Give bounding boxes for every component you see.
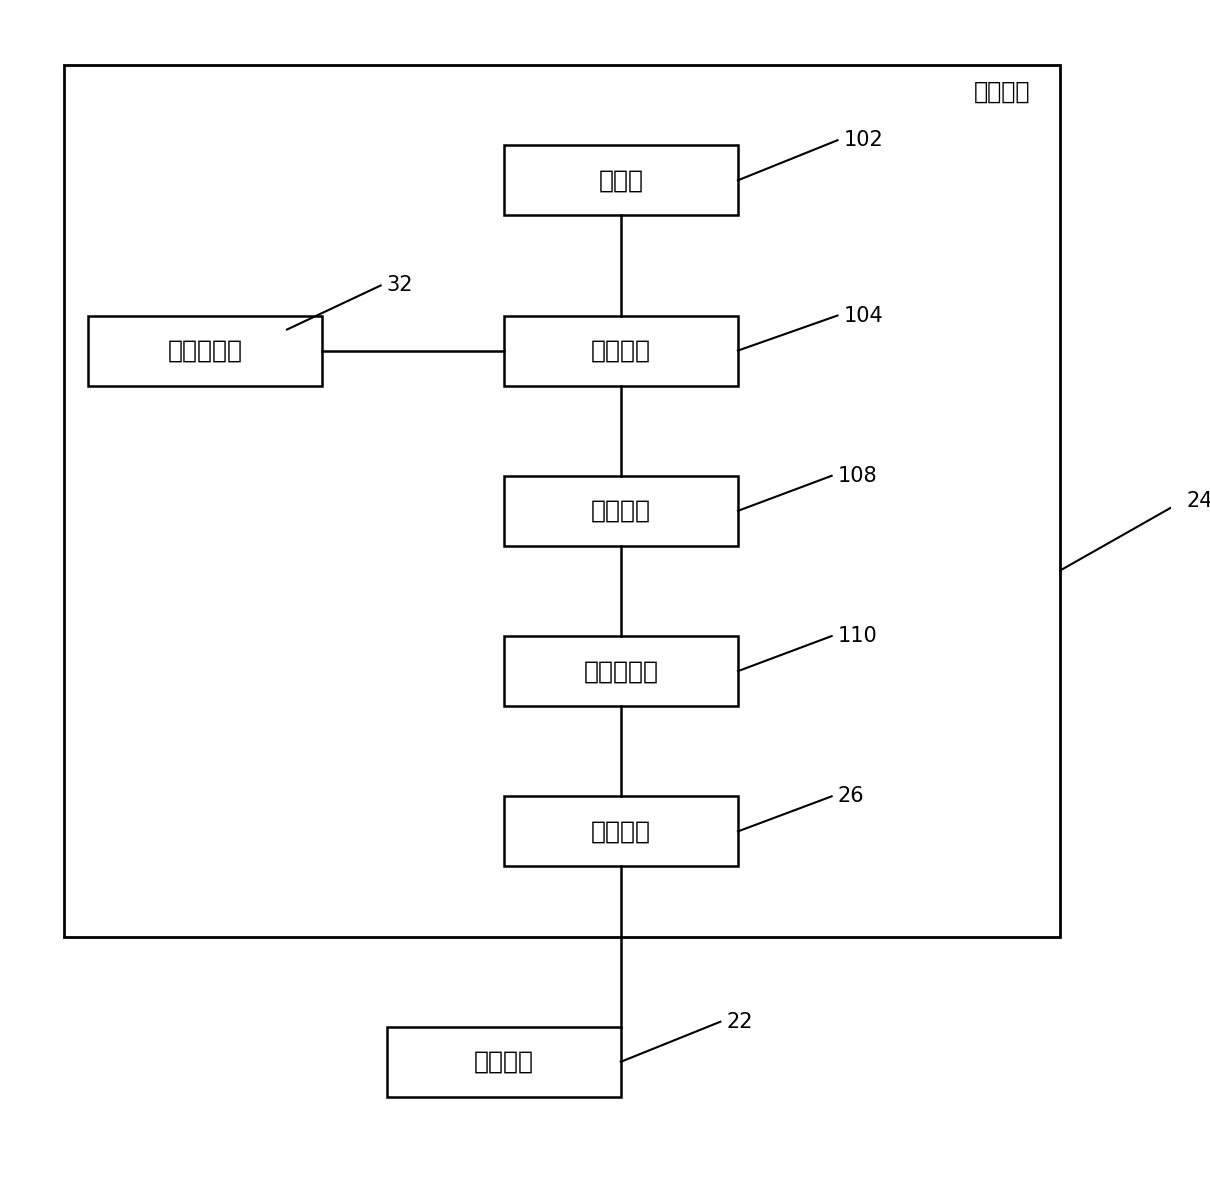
Bar (503, 797, 738, 866)
Text: 24: 24 (1187, 491, 1210, 511)
Text: 108: 108 (837, 466, 877, 486)
Text: 喂料济: 喂料济 (598, 168, 644, 193)
Bar (503, 636, 738, 706)
Text: 裂壳设备: 裂壳设备 (974, 80, 1031, 104)
Bar (503, 476, 738, 546)
Text: 主控装置: 主控装置 (473, 1050, 534, 1073)
Bar (386, 1027, 621, 1097)
Bar (64, 65, 1060, 936)
Bar (503, 145, 738, 215)
Text: 22: 22 (726, 1012, 753, 1032)
Text: 导料辊轮: 导料辊轮 (590, 338, 651, 363)
Text: 距离传感器: 距离传感器 (167, 338, 242, 363)
Text: 110: 110 (837, 626, 877, 647)
Text: 26: 26 (837, 786, 864, 806)
Text: 裂壳辊轮: 裂壳辊轮 (590, 499, 651, 522)
Bar (503, 316, 738, 385)
Text: 传感装置: 传感装置 (590, 819, 651, 844)
Text: 气动裂壳锤: 气动裂壳锤 (583, 660, 658, 683)
Bar (88, 316, 322, 385)
Text: 32: 32 (386, 275, 413, 296)
Text: 102: 102 (843, 130, 883, 150)
Text: 104: 104 (843, 305, 883, 325)
